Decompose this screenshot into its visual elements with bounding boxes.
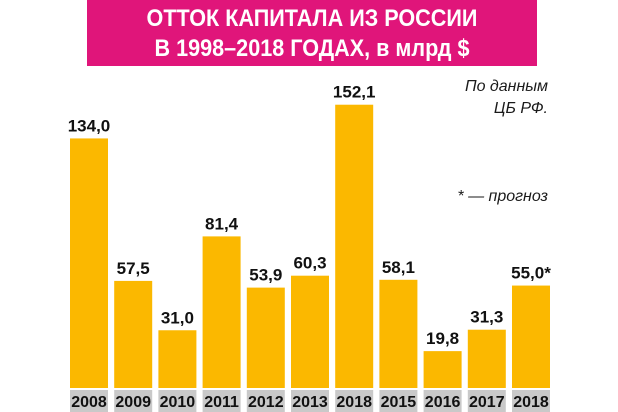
bar-4 xyxy=(246,287,285,388)
year-box-2 xyxy=(158,390,197,412)
value-label-2: 31,0 xyxy=(161,308,194,327)
year-box-5 xyxy=(291,390,329,412)
bar-7 xyxy=(379,279,418,388)
bar-8 xyxy=(423,351,462,388)
title-line-1: ОТТОК КАПИТАЛА ИЗ РОССИИ xyxy=(146,5,478,32)
title-banner: ОТТОК КАПИТАЛА ИЗ РОССИИ В 1998–2018 ГОД… xyxy=(87,0,537,66)
bar-5 xyxy=(291,275,329,388)
bar-0 xyxy=(70,138,108,388)
year-label-3: 2011 xyxy=(204,394,239,411)
year-box-7 xyxy=(379,390,418,412)
bar-3 xyxy=(202,236,241,388)
bar-1 xyxy=(114,280,153,388)
year-box-6 xyxy=(335,390,374,412)
value-label-8: 19,8 xyxy=(426,329,459,348)
value-label-3: 81,4 xyxy=(205,214,239,233)
year-label-2: 2010 xyxy=(160,394,196,411)
year-label-0: 2008 xyxy=(71,394,107,411)
bar-6 xyxy=(335,104,374,389)
year-box-4 xyxy=(246,390,285,412)
year-label-4: 2012 xyxy=(248,394,284,411)
value-label-9: 31,3 xyxy=(470,308,503,327)
value-label-10: 55,0* xyxy=(511,264,551,283)
source-note: По данным ЦБ РФ. xyxy=(465,76,548,120)
year-box-10 xyxy=(512,390,550,412)
forecast-note: * — прогноз xyxy=(457,188,548,205)
year-box-9 xyxy=(467,390,506,412)
year-label-1: 2009 xyxy=(115,394,151,411)
value-label-1: 57,5 xyxy=(117,259,150,278)
source-note-line-2: ЦБ РФ. xyxy=(493,100,548,117)
value-label-6: 152,1 xyxy=(333,83,376,102)
value-label-5: 60,3 xyxy=(293,254,326,273)
value-label-0: 134,0 xyxy=(68,116,111,135)
year-box-8 xyxy=(423,390,462,412)
bar-9 xyxy=(467,329,506,388)
year-label-9: 2017 xyxy=(469,394,505,411)
bar-10 xyxy=(512,285,550,388)
year-label-6: 2018 xyxy=(336,394,372,411)
source-note-line-1: По данным xyxy=(464,78,548,95)
year-label-5: 2013 xyxy=(292,394,328,411)
value-label-7: 58,1 xyxy=(382,258,415,277)
bar-2 xyxy=(158,330,197,388)
year-box-0 xyxy=(70,390,108,412)
value-label-4: 53,9 xyxy=(249,266,282,285)
year-label-8: 2016 xyxy=(425,394,461,411)
year-label-10: 2018 xyxy=(513,394,549,411)
title-line-2: В 1998–2018 ГОДАХ, в млрд $ xyxy=(154,35,470,62)
year-label-7: 2015 xyxy=(381,394,417,411)
year-box-3 xyxy=(202,390,241,412)
year-box-1 xyxy=(114,390,153,412)
